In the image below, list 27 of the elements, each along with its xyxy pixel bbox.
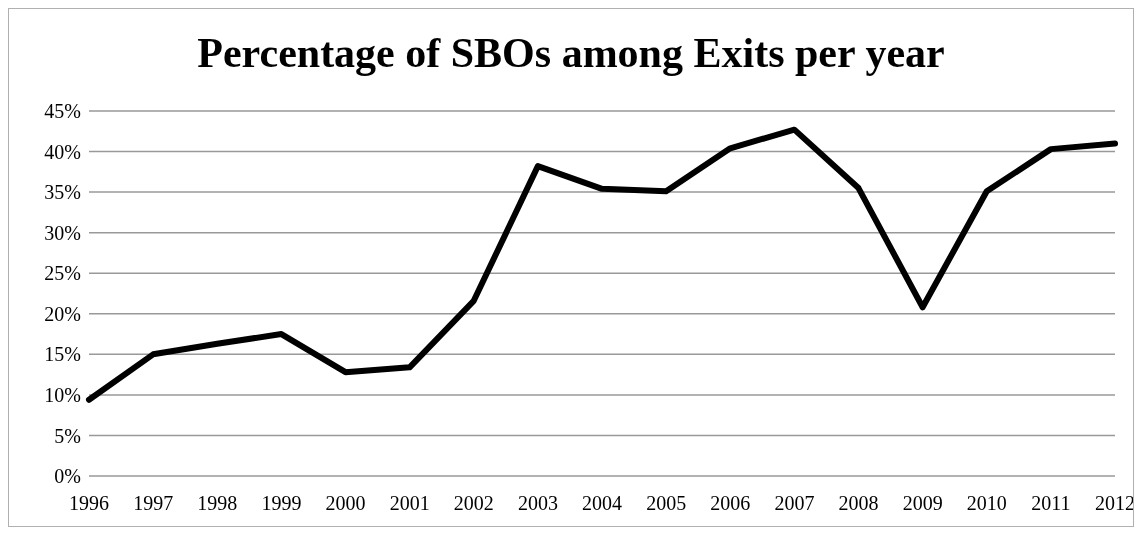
x-tick-label: 2004 bbox=[582, 492, 622, 515]
y-tick-label: 35% bbox=[44, 181, 81, 204]
y-tick-label: 10% bbox=[44, 383, 81, 406]
x-tick-label: 2007 bbox=[774, 492, 815, 515]
x-tick-label: 2010 bbox=[966, 492, 1007, 515]
x-tick-label: 1997 bbox=[133, 492, 174, 515]
x-tick-label: 2008 bbox=[838, 492, 879, 515]
y-tick-label: 15% bbox=[44, 343, 81, 366]
x-tick-label: 2000 bbox=[325, 492, 366, 515]
x-tick-label: 1998 bbox=[197, 492, 238, 515]
y-tick-label: 25% bbox=[44, 262, 81, 285]
chart-title: Percentage of SBOs among Exits per year bbox=[196, 29, 946, 78]
x-tick-label: 2011 bbox=[1031, 492, 1071, 515]
y-tick-label: 0% bbox=[54, 465, 81, 488]
x-tick-label: 2003 bbox=[517, 492, 558, 515]
x-tick-label: 1996 bbox=[69, 492, 109, 515]
y-tick-label: 30% bbox=[44, 221, 81, 244]
x-tick-label: 2009 bbox=[902, 492, 943, 515]
y-tick-label: 20% bbox=[44, 302, 81, 325]
x-tick-label: 2002 bbox=[453, 492, 494, 515]
x-tick-label: 1999 bbox=[261, 492, 302, 515]
y-tick-label: 5% bbox=[54, 424, 81, 447]
x-tick-label: 2001 bbox=[389, 492, 430, 515]
x-tick-label: 2006 bbox=[710, 492, 751, 515]
y-tick-label: 40% bbox=[44, 140, 81, 163]
y-tick-label: 45% bbox=[44, 100, 81, 123]
x-tick-label: 2005 bbox=[646, 492, 687, 515]
